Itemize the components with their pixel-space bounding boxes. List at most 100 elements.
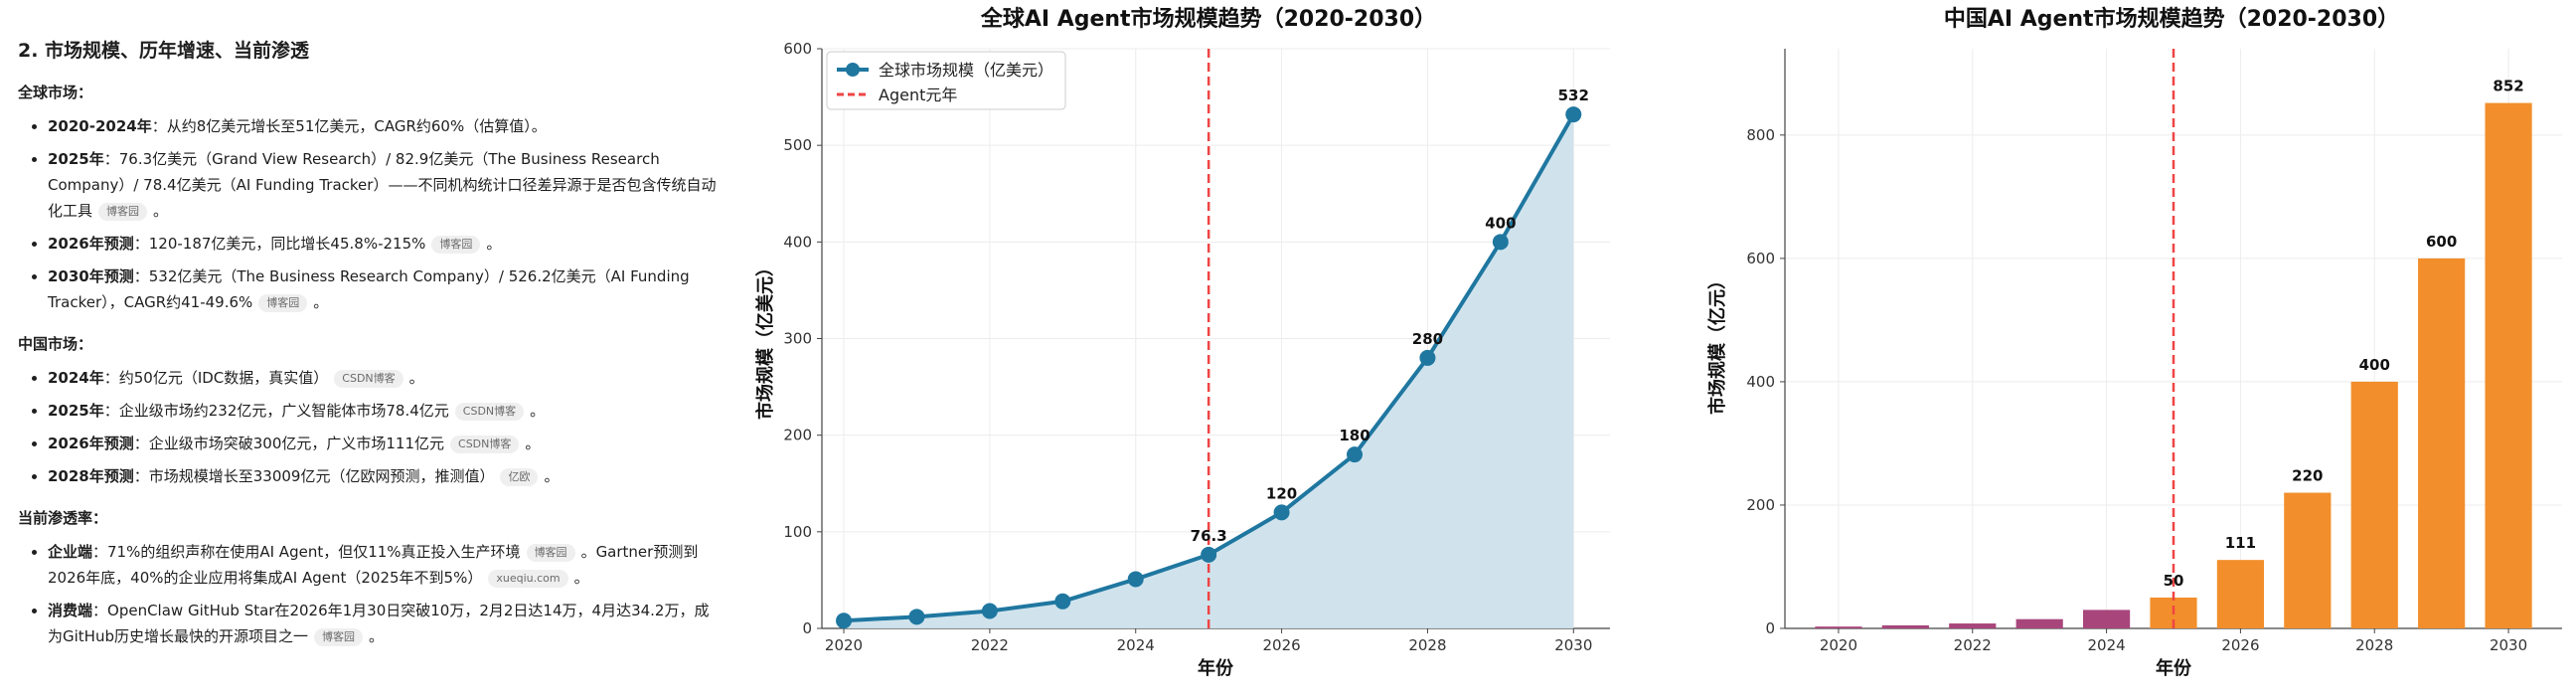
data-label: 400 <box>2359 356 2390 374</box>
y-tick-label: 400 <box>783 233 812 251</box>
china-market-list: 2024年：约50亿元（IDC数据，真实值）CSDN博客。 2025年：企业级市… <box>18 365 735 489</box>
china-market-chart: 中国AI Agent市场规模趋势（2020-2030） 年份 市场规模（亿元） … <box>1706 6 2562 679</box>
data-point <box>1565 106 1582 123</box>
data-point <box>1347 446 1364 463</box>
list-item: 消费端：OpenClaw GitHub Star在2026年1月30日突破10万… <box>48 598 735 649</box>
x-tick-label: 2028 <box>1408 636 1446 654</box>
data-point <box>836 612 853 629</box>
y-tick-label: 100 <box>783 523 812 541</box>
list-item: 2028年预测：市场规模增长至33009亿元（亿欧网预测，推测值）亿欧。 <box>48 463 735 489</box>
section-title: 2. 市场规模、历年增速、当前渗透 <box>18 40 310 62</box>
source-tag[interactable]: 博客园 <box>526 544 575 562</box>
data-point <box>1201 546 1217 563</box>
bar <box>2485 102 2532 628</box>
y-tick-label: 500 <box>783 136 812 154</box>
data-point <box>908 609 925 625</box>
data-point <box>1054 593 1071 610</box>
data-point <box>1273 504 1290 521</box>
bar <box>2216 560 2265 628</box>
legend-marker-swatch <box>846 63 860 77</box>
global-market-heading: 全球市场： <box>18 84 93 101</box>
x-tick-label: 2026 <box>1262 636 1300 654</box>
legend: 全球市场规模（亿美元） Agent元年 <box>826 51 1066 110</box>
data-point <box>981 603 998 619</box>
data-point <box>1492 234 1509 251</box>
x-tick-label: 2022 <box>1954 636 1992 654</box>
data-label: 400 <box>1485 214 1516 232</box>
data-label: 532 <box>1558 87 1589 104</box>
x-tick-label: 2028 <box>2355 636 2393 654</box>
list-item: 2024年：约50亿元（IDC数据，真实值）CSDN博客。 <box>48 365 735 391</box>
y-tick-label: 400 <box>1746 373 1775 391</box>
list-item: 2020-2024年：从约8亿美元增长至51亿美元，CAGR约60%（估算值）。 <box>48 113 735 139</box>
x-tick-label: 2024 <box>2087 636 2125 654</box>
bar <box>2284 492 2332 628</box>
y-tick-label: 200 <box>783 427 812 444</box>
data-label: 76.3 <box>1191 527 1227 545</box>
bar <box>1949 623 1997 628</box>
y-tick-label: 0 <box>802 619 812 637</box>
data-label: 120 <box>1266 484 1297 502</box>
area-fill <box>844 114 1574 628</box>
source-tag[interactable]: xueqiu.com <box>488 570 568 588</box>
x-tick-label: 2024 <box>1117 636 1155 654</box>
data-label: 180 <box>1339 427 1369 444</box>
x-tick-label: 2022 <box>971 636 1009 654</box>
x-tick-label: 2030 <box>1554 636 1592 654</box>
source-tag[interactable]: 博客园 <box>313 628 363 646</box>
list-item: 企业端：71%的组织声称在使用AI Agent，但仅11%真正投入生产环境博客园… <box>48 539 735 591</box>
data-label: 280 <box>1412 330 1443 348</box>
global-market-chart: 全球AI Agent市场规模趋势（2020-2030） 年份 市场规模（亿美元）… <box>754 6 1610 679</box>
chart-title: 全球AI Agent市场规模趋势（2020-2030） <box>980 6 1436 32</box>
x-tick-label: 2026 <box>2221 636 2259 654</box>
bar <box>2015 618 2063 628</box>
bar <box>1815 626 1862 628</box>
data-label: 600 <box>2426 233 2457 251</box>
y-tick-label: 300 <box>783 330 812 348</box>
document-panel: 2. 市场规模、历年增速、当前渗透 全球市场： 2020-2024年：从约8亿美… <box>0 0 735 700</box>
legend-box <box>826 51 1066 110</box>
x-axis-label: 年份 <box>2156 657 2192 679</box>
source-tag[interactable]: CSDN博客 <box>454 403 525 421</box>
y-tick-label: 600 <box>1746 250 1775 267</box>
source-tag[interactable]: CSDN博客 <box>450 436 520 453</box>
penetration-list: 企业端：71%的组织声称在使用AI Agent，但仅11%真正投入生产环境博客园… <box>18 539 735 649</box>
y-axis-label: 市场规模（亿元） <box>1706 271 1728 415</box>
source-tag[interactable]: CSDN博客 <box>334 370 403 388</box>
china-market-heading: 中国市场： <box>18 335 93 353</box>
y-tick-label: 800 <box>1746 126 1775 144</box>
source-tag[interactable]: 亿欧 <box>500 468 539 486</box>
y-tick-label: 200 <box>1746 496 1775 514</box>
x-tick-label: 2020 <box>1820 636 1857 654</box>
source-tag[interactable]: 博客园 <box>431 236 481 254</box>
x-axis-label: 年份 <box>1198 657 1234 679</box>
data-label: 111 <box>2225 534 2256 552</box>
y-tick-label: 600 <box>783 40 812 58</box>
legend-label-annotation: Agent元年 <box>879 86 957 104</box>
penetration-heading: 当前渗透率： <box>18 509 108 527</box>
data-label: 50 <box>2164 572 2184 590</box>
bar <box>2350 381 2398 628</box>
data-point <box>1127 571 1144 588</box>
data-label: 852 <box>2493 78 2523 95</box>
bar <box>1881 624 1929 628</box>
source-tag[interactable]: 博客园 <box>258 294 308 312</box>
x-tick-label: 2030 <box>2490 636 2527 654</box>
x-tick-label: 2020 <box>825 636 863 654</box>
grid <box>822 48 1610 629</box>
bar <box>2082 610 2131 628</box>
list-item: 2026年预测：120-187亿美元，同比增长45.8%-215%博客园。 <box>48 231 735 257</box>
data-point <box>1419 349 1436 366</box>
bar <box>2418 258 2466 628</box>
list-item: 2025年：76.3亿美元（Grand View Research）/ 82.9… <box>48 146 735 224</box>
source-tag[interactable]: 博客园 <box>98 203 148 221</box>
y-axis-label: 市场规模（亿美元） <box>754 259 776 420</box>
global-market-list: 2020-2024年：从约8亿美元增长至51亿美元，CAGR约60%（估算值）。… <box>18 113 735 315</box>
data-label: 220 <box>2292 467 2323 485</box>
y-tick-label: 0 <box>1765 619 1775 637</box>
chart-title: 中国AI Agent市场规模趋势（2020-2030） <box>1944 6 2399 32</box>
legend-label-series: 全球市场规模（亿美元） <box>879 61 1053 80</box>
list-item: 2030年预测：532亿美元（The Business Research Com… <box>48 263 735 315</box>
